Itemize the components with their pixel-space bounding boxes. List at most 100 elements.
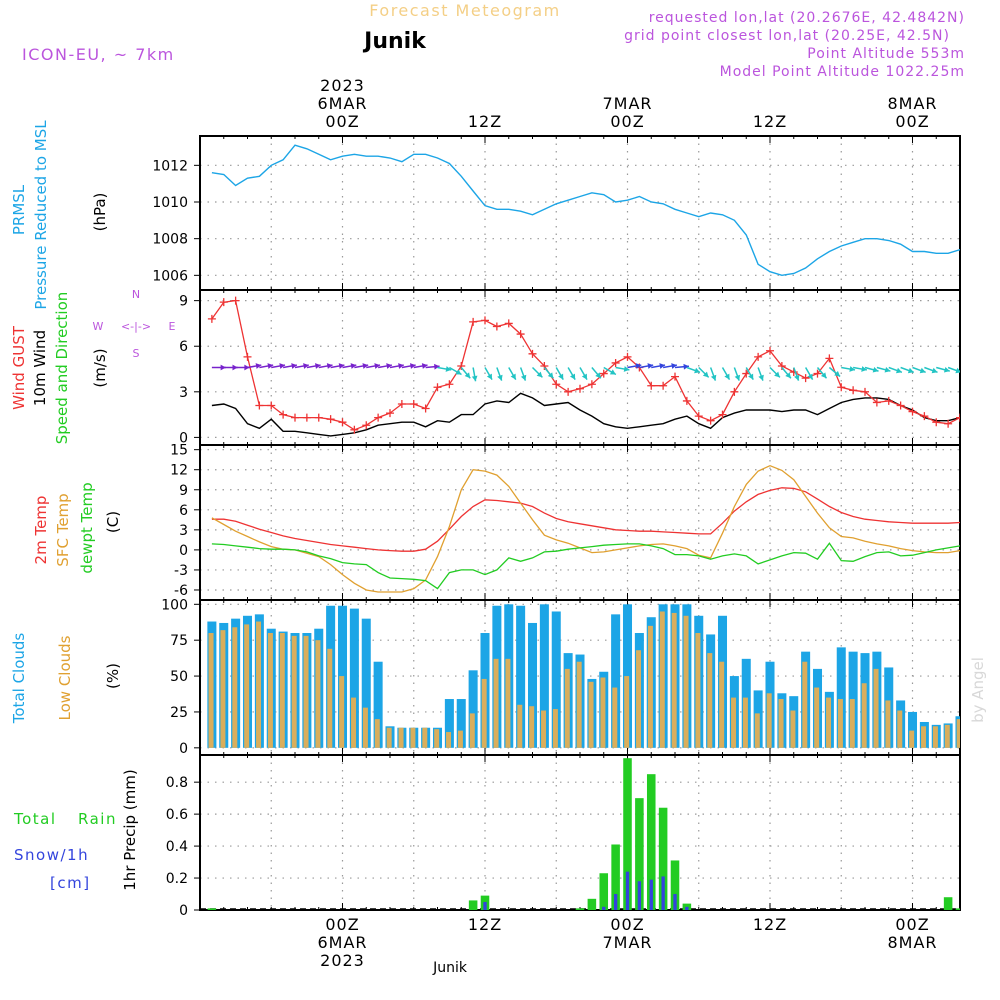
gust-marker bbox=[861, 387, 869, 396]
rain-bar bbox=[670, 860, 680, 910]
wind-direction-arrow bbox=[639, 363, 654, 369]
wind-direction-arrow bbox=[745, 367, 754, 380]
low-cloud-bar bbox=[837, 699, 843, 748]
y-tick-label: -3 bbox=[174, 563, 188, 579]
gust-marker bbox=[469, 317, 478, 326]
precip-bars bbox=[200, 758, 960, 910]
low-cloud-bar bbox=[552, 709, 558, 748]
wind-direction-arrow bbox=[354, 363, 369, 369]
wind-direction-arrow bbox=[603, 366, 617, 376]
arrow-head bbox=[774, 371, 780, 378]
y-tick-label: 0 bbox=[179, 543, 188, 559]
label-total: Total bbox=[13, 810, 57, 828]
gust-marker bbox=[932, 418, 941, 427]
time-tick-label-top: 2023 bbox=[320, 76, 365, 95]
total-cloud-bar bbox=[539, 604, 549, 748]
low-cloud-bar bbox=[731, 697, 737, 748]
label-percent: (%) bbox=[104, 663, 122, 689]
arrow-head bbox=[267, 363, 274, 369]
arrow-head bbox=[943, 366, 950, 373]
arrow-head bbox=[794, 374, 800, 381]
gust-marker bbox=[350, 425, 359, 434]
gust-marker bbox=[992, 417, 1000, 425]
arrow-head bbox=[671, 363, 677, 369]
wind-direction-arrow bbox=[924, 366, 938, 374]
time-axis-bottom: 00Z6MAR202312Z00Z7MAR12Z00Z8MAR12Z bbox=[317, 915, 936, 970]
y-tick-label: 1006 bbox=[152, 268, 188, 284]
low-cloud-bar bbox=[683, 615, 689, 748]
arrow-head bbox=[362, 363, 369, 369]
low-cloud-bar bbox=[897, 710, 903, 748]
low-cloud-bar bbox=[315, 640, 321, 748]
low-cloud-bar bbox=[802, 661, 808, 748]
arrow-head bbox=[409, 363, 416, 369]
time-tick-label-top: 8MAR bbox=[887, 94, 937, 113]
gust-marker bbox=[587, 380, 596, 389]
label-prmsl: PRMSL bbox=[10, 184, 28, 235]
wind-direction-arrow bbox=[804, 367, 814, 380]
low-cloud-bar bbox=[505, 658, 511, 748]
gust-marker bbox=[492, 322, 501, 331]
wind-direction-arrow bbox=[425, 363, 440, 370]
arrow-head bbox=[861, 366, 867, 372]
gust-marker bbox=[552, 380, 561, 389]
label-snow: Snow/1h bbox=[14, 846, 89, 864]
prmsl-line bbox=[211, 144, 960, 277]
wind-direction-arrow bbox=[769, 366, 781, 378]
wind-direction-arrow bbox=[271, 363, 286, 369]
temperature-series bbox=[211, 464, 960, 593]
low-cloud-bar bbox=[398, 727, 404, 748]
wind-direction-arrow bbox=[686, 366, 701, 374]
arrow-shaft bbox=[972, 368, 984, 375]
low-cloud-bar bbox=[861, 683, 867, 748]
clouds-panel: 0 25 50 75 100 bbox=[161, 597, 961, 757]
arrow-head bbox=[279, 363, 286, 369]
wind-direction-arrow bbox=[460, 367, 471, 379]
arrow-head bbox=[609, 369, 616, 375]
gust-marker bbox=[611, 358, 620, 367]
gust-marker bbox=[267, 401, 276, 410]
gust-marker bbox=[374, 413, 383, 422]
wind-direction-arrow bbox=[674, 363, 690, 370]
low-cloud-bar bbox=[256, 621, 262, 748]
low-cloud-bar bbox=[766, 693, 772, 748]
low-cloud-bar bbox=[932, 726, 938, 748]
total-cloud-bar bbox=[907, 711, 918, 748]
gust-marker bbox=[659, 381, 668, 390]
low-cloud-bar bbox=[291, 635, 297, 748]
wind-direction-arrow bbox=[816, 367, 828, 379]
snow-bar bbox=[673, 894, 677, 910]
wind-direction-arrow bbox=[709, 367, 717, 381]
arrow-head bbox=[978, 369, 984, 374]
arrow-head bbox=[748, 373, 754, 380]
snow-bar bbox=[649, 879, 653, 910]
gust-marker bbox=[980, 421, 988, 429]
arrow-head bbox=[536, 371, 543, 378]
low-cloud-bar bbox=[208, 633, 214, 748]
wind-direction-arrow bbox=[972, 368, 984, 375]
low-cloud-bar bbox=[600, 677, 606, 748]
wind-direction-arrow bbox=[698, 366, 710, 378]
y-tick-label: 75 bbox=[170, 633, 188, 649]
gust-marker bbox=[623, 352, 632, 361]
gust-marker bbox=[421, 404, 430, 413]
pressure-series bbox=[211, 144, 960, 277]
arrow-head bbox=[635, 363, 642, 369]
y-tick-label: 9 bbox=[179, 483, 188, 499]
gust-marker bbox=[219, 298, 228, 307]
snow-bar bbox=[625, 871, 630, 910]
wind-direction-arrow bbox=[733, 367, 741, 381]
low-cloud-bar bbox=[885, 700, 891, 748]
gust-marker bbox=[409, 399, 418, 408]
arrow-head bbox=[486, 373, 492, 380]
dewpoint-line bbox=[211, 542, 960, 590]
low-cloud-bar bbox=[244, 624, 250, 748]
low-cloud-bar bbox=[362, 707, 368, 748]
rain-bar bbox=[955, 908, 960, 910]
label-sfc-temp: SFC Temp bbox=[54, 493, 72, 566]
gust-marker bbox=[754, 352, 763, 361]
wind-direction-arrow bbox=[793, 367, 800, 381]
arrow-head bbox=[919, 367, 926, 374]
wind-direction-arrow bbox=[579, 367, 588, 380]
arrow-head bbox=[303, 363, 309, 369]
